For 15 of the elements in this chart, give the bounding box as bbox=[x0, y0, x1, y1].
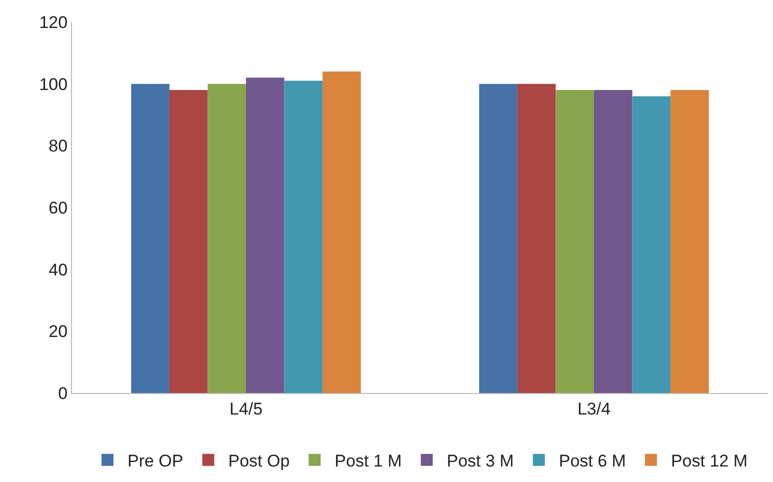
x-tick-label: L4/5 bbox=[229, 399, 263, 418]
y-tick-label: 100 bbox=[39, 74, 68, 94]
y-tick-label: 80 bbox=[48, 136, 68, 156]
y-tick-label: 60 bbox=[48, 198, 68, 218]
legend-label: Post 1 M bbox=[334, 452, 402, 471]
y-tick-label: 40 bbox=[48, 260, 68, 280]
legend-label: Post 12 M bbox=[670, 452, 748, 471]
legend-label: Post 6 M bbox=[558, 452, 626, 471]
y-tick-label: 120 bbox=[39, 12, 68, 32]
x-tick-label: L3/4 bbox=[577, 399, 611, 418]
y-tick-label: 20 bbox=[48, 322, 68, 342]
legend-label: Post Op bbox=[228, 452, 290, 471]
y-tick-label: 0 bbox=[58, 384, 68, 403]
legend-label: Pre OP bbox=[128, 452, 184, 471]
legend-label: Post 3 M bbox=[446, 452, 514, 471]
